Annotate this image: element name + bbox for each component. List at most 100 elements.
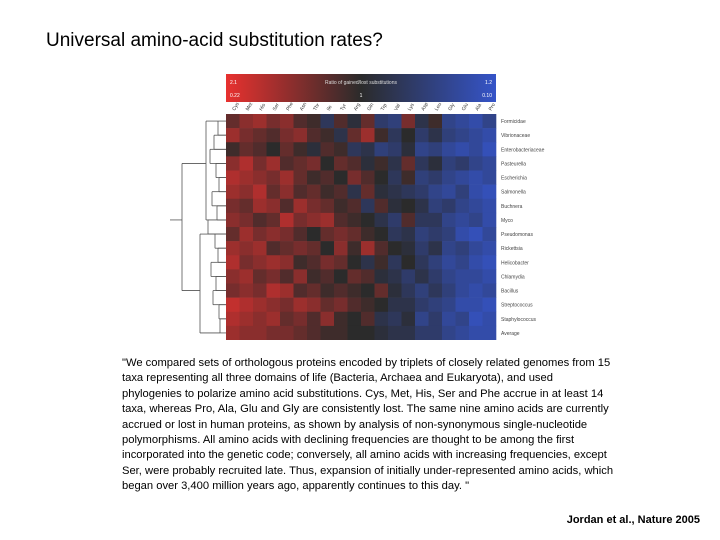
heatmap-cell xyxy=(401,114,416,129)
heatmap-cell xyxy=(226,198,240,214)
heatmap-cell xyxy=(239,212,254,228)
heatmap-cell xyxy=(388,170,402,185)
heatmap-cell xyxy=(469,128,483,143)
heatmap-cell xyxy=(442,212,456,228)
row-label: Salmonella xyxy=(501,190,526,196)
heatmap-cell xyxy=(482,283,497,298)
heatmap-cell xyxy=(253,241,267,256)
heatmap-cell xyxy=(401,184,416,200)
heatmap-cell xyxy=(469,198,483,214)
heatmap-cell xyxy=(239,325,254,340)
heatmap-cell xyxy=(455,283,470,298)
legend-left-top: 2.1 xyxy=(230,80,237,86)
heatmap-cell xyxy=(307,184,321,200)
heatmap-cell xyxy=(442,311,456,327)
column-label: Glu xyxy=(461,102,470,112)
heatmap-cell xyxy=(266,283,281,298)
heatmap-cell xyxy=(415,325,429,340)
heatmap-cell xyxy=(293,255,308,270)
heatmap-cell xyxy=(293,241,308,256)
heatmap-cell xyxy=(253,128,267,143)
heatmap-cell xyxy=(266,325,281,340)
heatmap-cell xyxy=(428,170,443,185)
heatmap-cell xyxy=(482,170,497,185)
heatmap-cell xyxy=(388,269,402,284)
heatmap-cell xyxy=(307,212,321,228)
heatmap-cell xyxy=(253,227,267,242)
heatmap-cell xyxy=(307,325,321,340)
heatmap-cell xyxy=(307,297,321,313)
heatmap-cell xyxy=(293,128,308,143)
heatmap-cell xyxy=(226,128,240,143)
heatmap-cell xyxy=(347,114,362,129)
citation: Jordan et al., Nature 2005 xyxy=(566,514,700,526)
heatmap-cell xyxy=(347,241,362,256)
heatmap-cell xyxy=(415,142,429,157)
heatmap-cell xyxy=(293,198,308,214)
heatmap-cell xyxy=(320,269,335,284)
heatmap-cell xyxy=(253,255,267,270)
heatmap-cell xyxy=(334,269,348,284)
column-label: Ser xyxy=(272,102,281,112)
heatmap-cell xyxy=(307,114,321,129)
heatmap-cell xyxy=(307,142,321,157)
heatmap-cell xyxy=(334,156,348,171)
heatmap-cell xyxy=(428,212,443,228)
legend-right-bottom: 0.10 xyxy=(482,93,492,99)
column-label: Thr xyxy=(312,102,321,112)
heatmap-cell xyxy=(455,255,470,270)
row-label: Buchnera xyxy=(501,204,523,210)
heatmap-cell xyxy=(320,227,335,242)
heatmap-cell xyxy=(293,227,308,242)
heatmap-cell xyxy=(253,142,267,157)
heatmap-cell xyxy=(239,297,254,313)
heatmap-cell xyxy=(374,311,389,327)
heatmap-cell xyxy=(415,170,429,185)
heatmap-cell xyxy=(361,184,375,200)
heatmap-cell xyxy=(280,156,294,171)
heatmap-cell xyxy=(374,128,389,143)
heatmap-cell xyxy=(374,184,389,200)
heatmap-cell xyxy=(266,128,281,143)
heatmap-cell xyxy=(469,241,483,256)
heatmap-cell xyxy=(469,269,483,284)
heatmap-cell xyxy=(334,297,348,313)
heatmap-cell xyxy=(455,128,470,143)
heatmap-cell xyxy=(320,142,335,157)
heatmap-cell xyxy=(361,114,375,129)
heatmap-cell xyxy=(266,156,281,171)
column-label: Ile xyxy=(326,104,334,112)
heatmap-cell xyxy=(293,142,308,157)
heatmap-cell xyxy=(361,297,375,313)
heatmap-cell xyxy=(442,156,456,171)
heatmap-cell xyxy=(266,311,281,327)
heatmap-cell xyxy=(455,156,470,171)
heatmap-cell xyxy=(428,114,443,129)
heatmap-cell xyxy=(266,170,281,185)
heatmap-cell xyxy=(388,114,402,129)
heatmap-cell xyxy=(469,184,483,200)
heatmap-cell xyxy=(442,128,456,143)
heatmap-cell xyxy=(266,255,281,270)
heatmap-cell xyxy=(361,325,375,340)
heatmap-cell xyxy=(334,170,348,185)
heatmap-cell xyxy=(415,114,429,129)
heatmap-cell xyxy=(293,156,308,171)
heatmap-cell xyxy=(307,170,321,185)
row-label: Helicobacter xyxy=(501,260,529,266)
heatmap-cell xyxy=(307,269,321,284)
heatmap-cell xyxy=(239,184,254,200)
heatmap-cell xyxy=(320,255,335,270)
column-label: Asp xyxy=(420,101,430,112)
heatmap-cell xyxy=(442,283,456,298)
row-label: Bacillus xyxy=(501,289,519,295)
heatmap-cell xyxy=(401,241,416,256)
heatmap-cell xyxy=(374,142,389,157)
heatmap-cell xyxy=(442,227,456,242)
heatmap-cell xyxy=(401,297,416,313)
heatmap-cell xyxy=(293,170,308,185)
heatmap-cell xyxy=(482,212,497,228)
heatmap-cell xyxy=(253,114,267,129)
heatmap-cell xyxy=(334,241,348,256)
heatmap-cell xyxy=(239,311,254,327)
